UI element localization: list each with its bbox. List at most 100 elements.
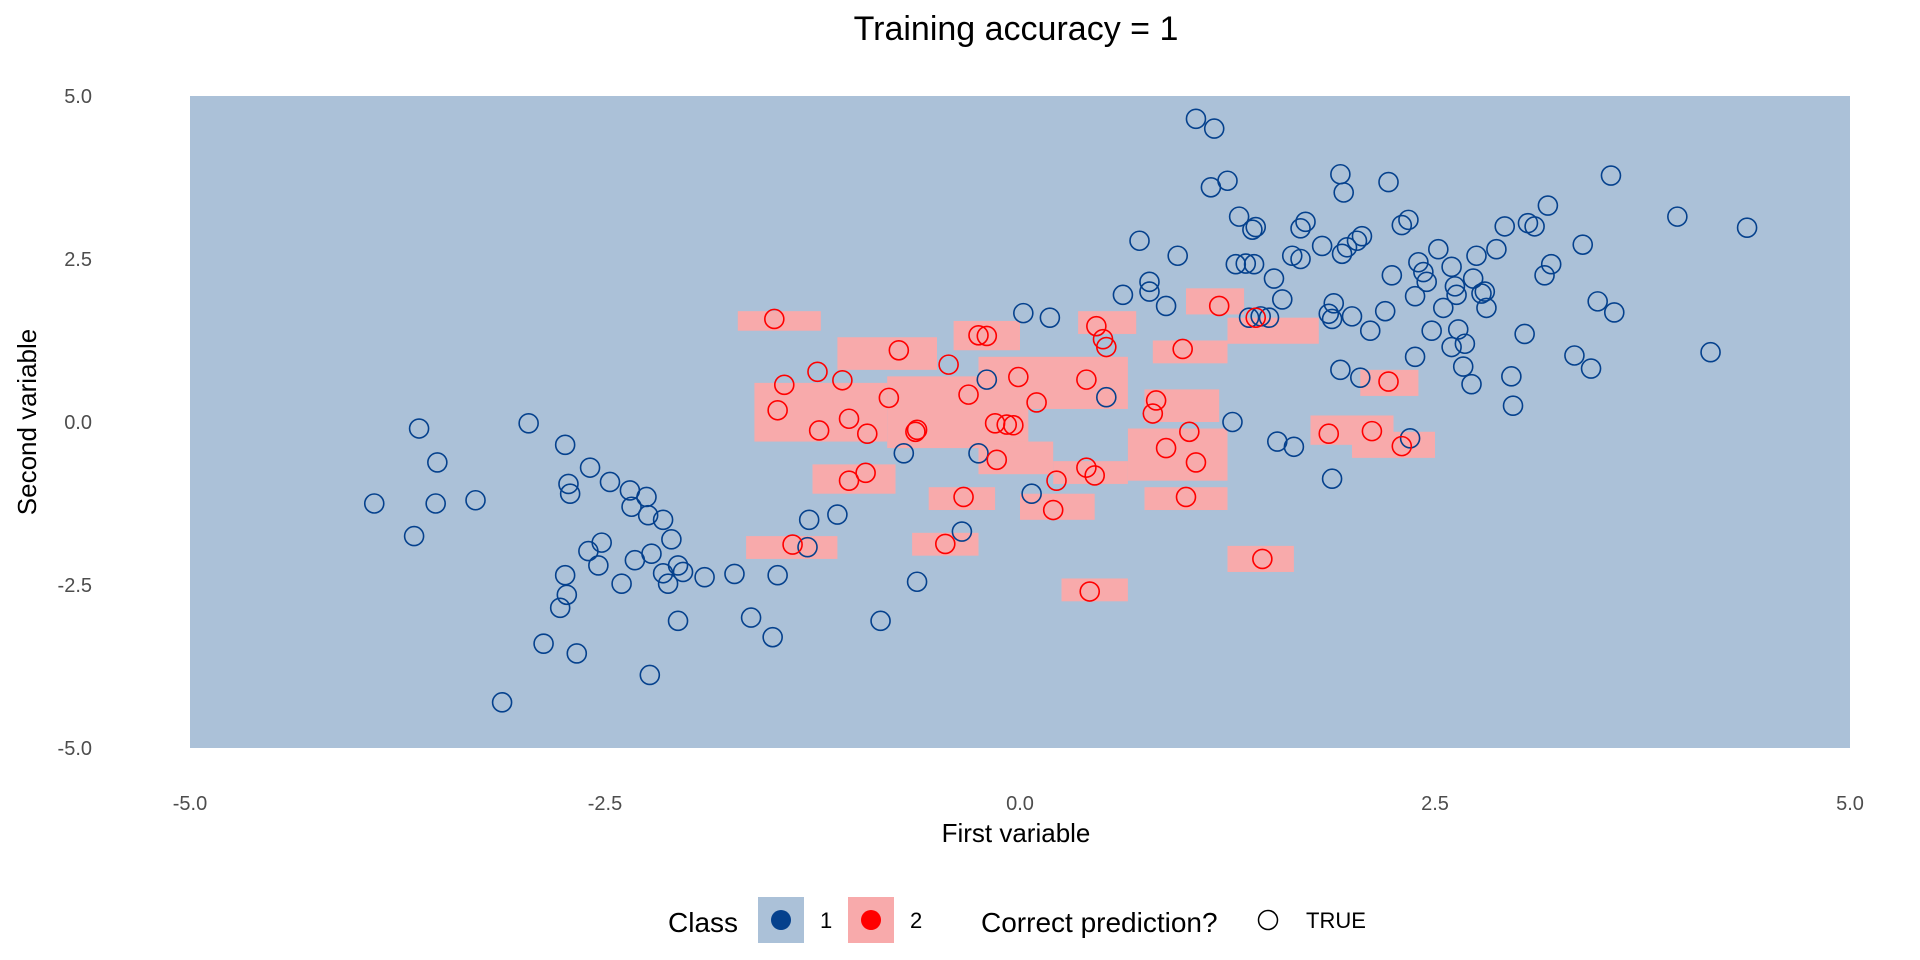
point-class-2-4 xyxy=(808,420,830,441)
point-class-1-72 xyxy=(1700,341,1721,363)
point-class-1-51 xyxy=(1466,245,1487,267)
point-class-1-113 xyxy=(652,509,674,531)
point-class-2-47 xyxy=(1378,371,1399,392)
x-axis-ticks: -5.0 -2.5 0.0 2.5 5.0 xyxy=(173,793,1864,815)
point-class-1-15 xyxy=(1281,245,1303,267)
point-class-1-134 xyxy=(533,633,554,654)
x-tick-label-1: -2.5 xyxy=(588,793,622,815)
point-class-2-41 xyxy=(1185,452,1207,473)
point-class-2-15 xyxy=(958,384,979,405)
legend-correct-true-label: TRUE xyxy=(1306,908,1366,933)
legend-correct-title: Correct prediction? xyxy=(981,907,1218,938)
point-class-1-0 xyxy=(1185,108,1207,130)
point-class-1-92 xyxy=(976,369,998,390)
point-class-1-10 xyxy=(1238,307,1260,328)
point-class-1-129 xyxy=(558,473,579,495)
legend-class-1-label: 1 xyxy=(820,908,832,933)
point-class-2-25 xyxy=(1026,392,1047,413)
point-class-1-76 xyxy=(1350,367,1371,388)
point-class-1-6 xyxy=(1245,216,1267,238)
point-class-1-54 xyxy=(1471,283,1492,304)
region-class-2-patch-12 xyxy=(746,536,838,559)
legend-class-2-dot xyxy=(861,910,881,930)
point-class-1-13 xyxy=(1263,268,1285,289)
point-class-1-101 xyxy=(797,536,818,558)
point-class-1-62 xyxy=(1534,264,1555,286)
point-class-1-22 xyxy=(1336,236,1358,258)
region-class-2-patch-14 xyxy=(1061,578,1128,602)
point-class-1-88 xyxy=(1112,284,1134,306)
point-class-2-10 xyxy=(878,387,900,409)
point-class-1-116 xyxy=(639,664,661,686)
point-class-1-142 xyxy=(363,493,385,514)
point-class-1-104 xyxy=(740,607,762,628)
point-class-1-59 xyxy=(1514,323,1535,345)
point-class-2-46 xyxy=(1361,420,1383,442)
point-class-2-2 xyxy=(767,399,788,421)
point-class-1-107 xyxy=(672,561,694,583)
point-class-1-132 xyxy=(554,564,576,586)
point-class-2-34 xyxy=(1079,581,1101,602)
chart-title: Training accuracy = 1 xyxy=(854,10,1179,48)
point-class-1-137 xyxy=(465,489,486,511)
region-class-2-patch-9 xyxy=(928,487,996,511)
point-class-1-87 xyxy=(1129,230,1150,252)
point-class-1-33 xyxy=(1378,171,1399,193)
point-class-1-68 xyxy=(1587,291,1608,312)
point-class-1-122 xyxy=(599,471,621,493)
point-class-1-27 xyxy=(1341,306,1363,327)
x-tick-label-3: 2.5 xyxy=(1421,793,1449,815)
point-class-1-49 xyxy=(1452,356,1474,377)
point-class-1-46 xyxy=(1441,336,1462,358)
y-tick-label-4: 5.0 xyxy=(64,86,92,108)
point-class-1-120 xyxy=(621,496,642,518)
point-class-1-98 xyxy=(870,610,891,632)
point-class-2-22 xyxy=(996,414,1018,435)
point-class-1-47 xyxy=(1447,319,1469,340)
point-class-1-35 xyxy=(1398,209,1419,231)
point-class-2-8 xyxy=(855,462,876,484)
point-class-1-16 xyxy=(1290,218,1311,239)
point-class-1-100 xyxy=(798,509,820,531)
point-class-1-136 xyxy=(491,692,513,713)
x-tick-label-2: 0.0 xyxy=(1006,793,1034,815)
y-axis-title: Second variable xyxy=(12,329,42,515)
point-class-1-1 xyxy=(1203,118,1225,139)
data-points xyxy=(363,108,1758,713)
legend-class-1-dot xyxy=(771,910,791,930)
point-class-1-112 xyxy=(661,529,682,550)
region-class-2-patch-0 xyxy=(737,311,821,331)
region-class-2-patch-10 xyxy=(1020,493,1095,520)
point-class-1-97 xyxy=(906,571,928,593)
point-class-1-52 xyxy=(1476,297,1497,319)
point-class-1-111 xyxy=(652,562,674,584)
point-class-1-80 xyxy=(1222,411,1243,433)
point-class-1-102 xyxy=(767,564,788,586)
point-class-2-45 xyxy=(1318,423,1340,445)
point-class-2-49 xyxy=(782,534,803,555)
point-class-2-31 xyxy=(1086,315,1107,337)
point-class-1-40 xyxy=(1421,320,1442,342)
y-axis-ticks: -5.0 -2.5 0.0 2.5 5.0 xyxy=(58,86,92,760)
point-class-1-24 xyxy=(1318,303,1340,325)
point-class-2-21 xyxy=(986,449,1008,471)
point-class-1-78 xyxy=(1321,468,1343,490)
point-class-2-27 xyxy=(1042,499,1064,521)
point-class-2-28 xyxy=(1076,457,1097,478)
point-class-2-39 xyxy=(1175,486,1197,508)
point-class-2-42 xyxy=(1208,295,1230,317)
point-class-1-84 xyxy=(1155,295,1177,317)
point-class-1-38 xyxy=(1413,261,1434,283)
point-class-1-95 xyxy=(1021,483,1042,505)
point-class-1-125 xyxy=(579,457,601,478)
point-class-1-106 xyxy=(694,566,715,588)
point-class-2-7 xyxy=(838,470,860,491)
point-class-2-48 xyxy=(1391,435,1413,457)
region-class-2-patch-1 xyxy=(754,382,888,442)
point-class-1-74 xyxy=(1404,346,1426,368)
point-class-1-83 xyxy=(1167,245,1188,267)
point-class-1-41 xyxy=(1433,297,1454,319)
point-class-1-56 xyxy=(1494,216,1516,237)
point-class-1-30 xyxy=(1359,320,1381,342)
point-class-1-119 xyxy=(624,549,646,571)
